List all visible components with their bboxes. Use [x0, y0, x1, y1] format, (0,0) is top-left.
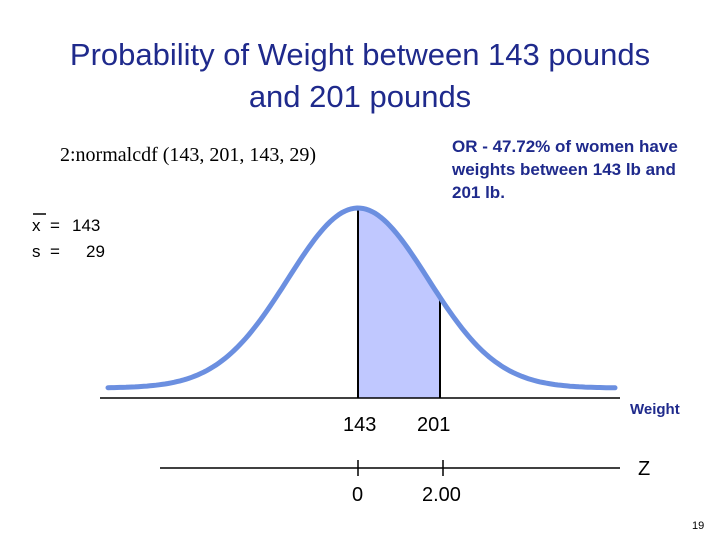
weight-tick: 201 [417, 414, 451, 436]
param-symbol: x [32, 216, 41, 235]
param-eq: = [50, 216, 60, 235]
page-number: 19 [692, 520, 705, 532]
shaded-area [358, 208, 440, 398]
param-eq: = [50, 242, 60, 261]
title: Probability of Weight between 143 pounds… [69, 37, 651, 114]
param-value: 29 [86, 242, 105, 261]
z-tick-label: 0 [352, 484, 364, 506]
formula: 2:normalcdf (143, 201, 143, 29) [60, 144, 317, 166]
note: OR - 47.72% of women have weights betwee… [452, 137, 678, 202]
z-tick-label: 2.00 [422, 484, 461, 506]
z-label: Z [638, 458, 651, 480]
normal-curve [105, 205, 618, 391]
param-value: 143 [72, 216, 101, 235]
weight-tick: 143 [343, 414, 377, 436]
param-symbol: s [32, 242, 41, 261]
weight-label: Weight [630, 401, 680, 418]
